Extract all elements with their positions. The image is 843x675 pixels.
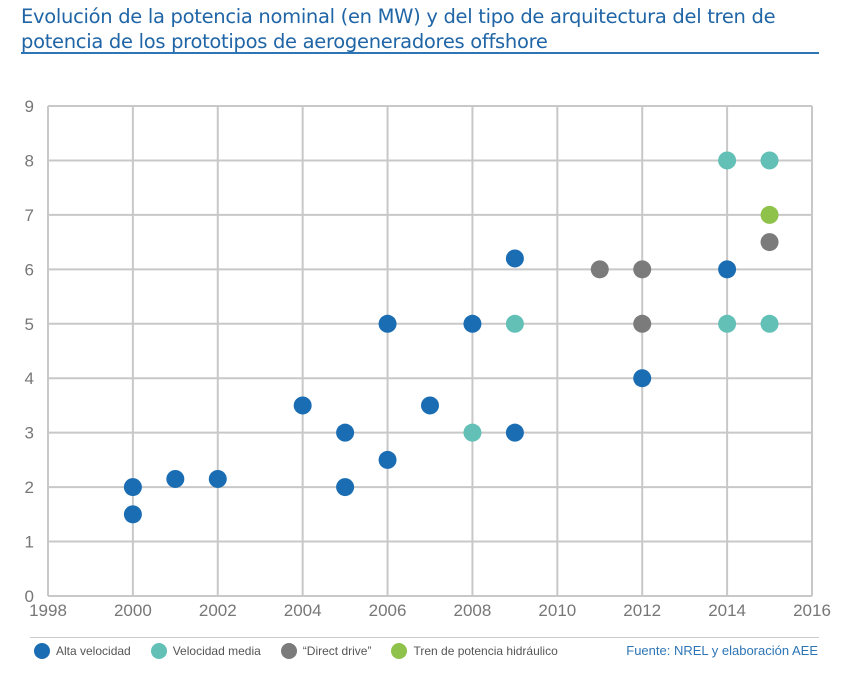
data-point (633, 314, 652, 333)
legend-item-direct: “Direct drive” (280, 643, 372, 659)
legend-dot-icon (150, 643, 167, 659)
title-underline (21, 52, 819, 54)
data-point (123, 505, 142, 524)
data-point (760, 205, 779, 224)
data-point (208, 469, 227, 488)
y-tick-label: 3 (25, 424, 34, 443)
x-tick-label: 2012 (623, 601, 661, 620)
y-tick-label: 6 (25, 260, 34, 279)
chart-title: Evolución de la potencia nominal (en MW)… (21, 5, 776, 53)
data-point (463, 423, 482, 442)
data-point (633, 369, 652, 388)
data-point (633, 260, 652, 279)
x-tick-label: 2008 (454, 601, 492, 620)
legend-item-alta: Alta velocidad (34, 643, 131, 659)
y-tick-label: 0 (25, 587, 34, 606)
data-point (421, 396, 439, 415)
y-tick-label: 1 (25, 533, 34, 552)
legend-label: Velocidad media (172, 644, 261, 658)
data-point (378, 450, 397, 469)
data-point (293, 396, 312, 415)
x-tick-label: 2004 (284, 601, 322, 620)
data-point (123, 478, 142, 497)
source-note: Fuente: NREL y elaboración AEE (626, 643, 818, 658)
data-point (718, 260, 737, 279)
legend-dot-icon (280, 643, 297, 659)
legend: Alta velocidad Velocidad media “Direct d… (34, 643, 578, 659)
y-tick-label: 4 (25, 369, 34, 388)
data-point (718, 151, 737, 170)
legend-dot-icon (391, 643, 408, 659)
data-point (505, 249, 524, 268)
x-tick-label: 2006 (369, 601, 407, 620)
legend-item-hidraulico: Tren de potencia hidráulico (391, 643, 558, 659)
data-point (336, 478, 355, 497)
legend-dot-icon (34, 643, 50, 659)
data-point (463, 314, 482, 333)
data-point (760, 314, 779, 333)
legend-item-media: Velocidad media (150, 643, 261, 659)
x-tick-label: 2002 (199, 601, 237, 620)
x-tick-label: 2000 (114, 601, 152, 620)
data-point (760, 233, 779, 252)
y-tick-label: 2 (25, 478, 34, 497)
y-tick-label: 9 (25, 97, 34, 116)
x-tick-label: 2014 (708, 601, 746, 620)
x-tick-label: 1998 (29, 601, 67, 620)
data-point (590, 260, 609, 279)
x-tick-label: 2010 (538, 601, 576, 620)
x-tick-label: 2016 (793, 601, 831, 620)
data-point (505, 314, 524, 333)
data-point (760, 151, 779, 170)
data-point (718, 314, 737, 333)
legend-divider (30, 637, 819, 638)
data-point (166, 469, 185, 488)
legend-label: Tren de potencia hidráulico (413, 644, 558, 658)
y-tick-label: 5 (25, 315, 34, 334)
data-point (336, 423, 355, 442)
legend-label: Alta velocidad (56, 644, 131, 658)
legend-label: “Direct drive” (302, 644, 372, 658)
y-tick-label: 7 (25, 206, 34, 225)
y-tick-label: 8 (25, 151, 34, 170)
data-point (378, 314, 397, 333)
data-point (505, 423, 524, 442)
